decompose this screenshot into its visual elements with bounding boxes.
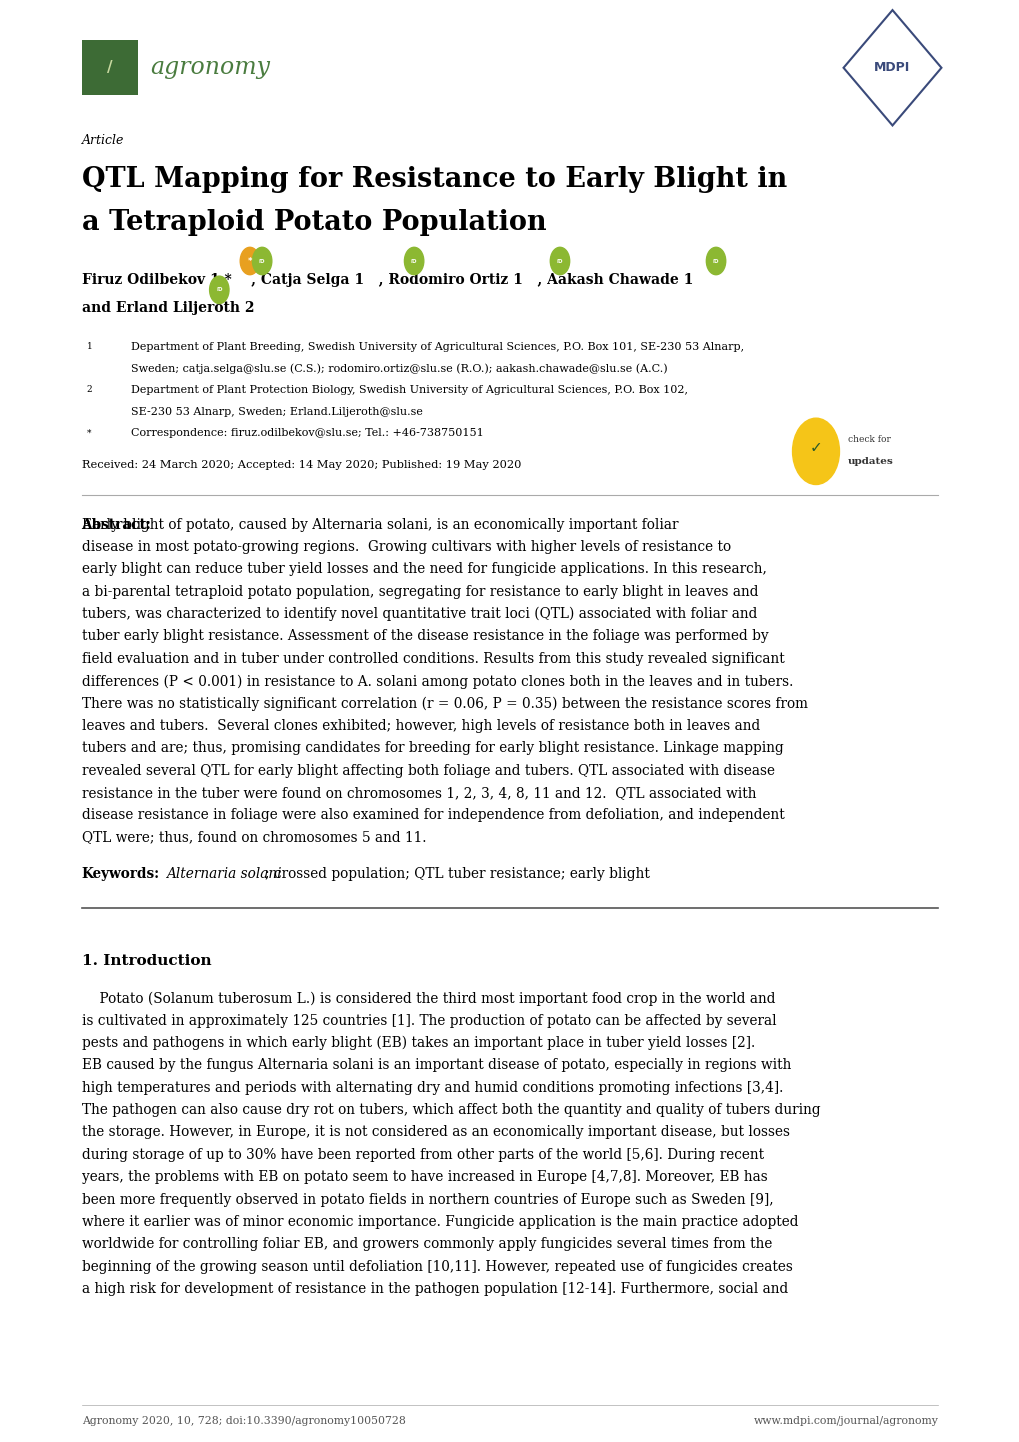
Text: a high risk for development of resistance in the pathogen population [12-14]. Fu: a high risk for development of resistanc… — [82, 1282, 787, 1296]
Circle shape — [210, 275, 229, 303]
Text: revealed several QTL for early blight affecting both foliage and tubers. QTL ass: revealed several QTL for early blight af… — [82, 764, 773, 777]
Text: ✓: ✓ — [809, 440, 821, 454]
Circle shape — [550, 247, 570, 275]
Text: tubers and are; thus, promising candidates for breeding for early blight resista: tubers and are; thus, promising candidat… — [82, 741, 783, 756]
Text: *: * — [248, 257, 252, 265]
Text: tuber early blight resistance. Assessment of the disease resistance in the folia: tuber early blight resistance. Assessmen… — [82, 630, 767, 643]
Circle shape — [705, 247, 726, 275]
Text: Abstract:: Abstract: — [82, 518, 152, 532]
Text: iD: iD — [411, 258, 417, 264]
Bar — [82, 40, 138, 95]
Text: Firuz Odilbekov 1,*    , Catja Selga 1   , Rodomiro Ortiz 1   , Aakash Chawade 1: Firuz Odilbekov 1,* , Catja Selga 1 , Ro… — [82, 273, 702, 287]
Text: and Erland Liljeroth 2: and Erland Liljeroth 2 — [82, 301, 264, 316]
Text: There was no statistically significant correlation (r = 0.06, P = 0.35) between : There was no statistically significant c… — [82, 696, 807, 711]
Text: *: * — [87, 428, 91, 437]
Text: iD: iD — [259, 258, 265, 264]
Circle shape — [253, 247, 271, 275]
Text: Department of Plant Protection Biology, Swedish University of Agricultural Scien: Department of Plant Protection Biology, … — [130, 385, 687, 395]
Text: Department of Plant Breeding, Swedish University of Agricultural Sciences, P.O. : Department of Plant Breeding, Swedish Un… — [130, 342, 743, 352]
Text: disease in most potato-growing regions.  Growing cultivars with higher levels of: disease in most potato-growing regions. … — [82, 541, 730, 554]
Text: updates: updates — [847, 457, 893, 466]
Text: Agronomy 2020, 10, 728; doi:10.3390/agronomy10050728: Agronomy 2020, 10, 728; doi:10.3390/agro… — [82, 1416, 406, 1426]
Text: differences (P < 0.001) in resistance to A. solani among potato clones both in t: differences (P < 0.001) in resistance to… — [82, 675, 792, 688]
Text: iD: iD — [556, 258, 562, 264]
Text: a Tetraploid Potato Population: a Tetraploid Potato Population — [82, 209, 546, 236]
Text: SE-230 53 Alnarp, Sweden; Erland.Liljeroth@slu.se: SE-230 53 Alnarp, Sweden; Erland.Liljero… — [130, 407, 422, 417]
Text: the storage. However, in Europe, it is not considered as an economically importa: the storage. However, in Europe, it is n… — [82, 1126, 789, 1139]
Text: disease resistance in foliage were also examined for independence from defoliati: disease resistance in foliage were also … — [82, 809, 784, 822]
Text: pests and pathogens in which early blight (EB) takes an important place in tuber: pests and pathogens in which early bligh… — [82, 1037, 754, 1050]
Text: where it earlier was of minor economic importance. Fungicide application is the : where it earlier was of minor economic i… — [82, 1216, 797, 1229]
Text: check for: check for — [847, 435, 890, 444]
Text: iD: iD — [216, 287, 222, 293]
Text: 2: 2 — [87, 385, 93, 394]
Text: QTL were; thus, found on chromosomes 5 and 11.: QTL were; thus, found on chromosomes 5 a… — [82, 831, 426, 845]
Text: 1. Introduction: 1. Introduction — [82, 955, 211, 968]
Text: Received: 24 March 2020; Accepted: 14 May 2020; Published: 19 May 2020: Received: 24 March 2020; Accepted: 14 Ma… — [82, 460, 521, 470]
Text: The pathogen can also cause dry rot on tubers, which affect both the quantity an: The pathogen can also cause dry rot on t… — [82, 1103, 819, 1118]
Text: Sweden; catja.selga@slu.se (C.S.); rodomiro.ortiz@slu.se (R.O.); aakash.chawade@: Sweden; catja.selga@slu.se (C.S.); rodom… — [130, 363, 666, 373]
Text: years, the problems with EB on potato seem to have increased in Europe [4,7,8]. : years, the problems with EB on potato se… — [82, 1171, 766, 1184]
Text: high temperatures and periods with alternating dry and humid conditions promotin: high temperatures and periods with alter… — [82, 1082, 783, 1094]
Text: resistance in the tuber were found on chromosomes 1, 2, 3, 4, 8, 11 and 12.  QTL: resistance in the tuber were found on ch… — [82, 786, 755, 800]
Text: www.mdpi.com/journal/agronomy: www.mdpi.com/journal/agronomy — [753, 1416, 937, 1426]
Text: Article: Article — [82, 134, 124, 147]
Text: worldwide for controlling foliar EB, and growers commonly apply fungicides sever: worldwide for controlling foliar EB, and… — [82, 1237, 771, 1252]
Text: during storage of up to 30% have been reported from other parts of the world [5,: during storage of up to 30% have been re… — [82, 1148, 763, 1162]
Text: MDPI: MDPI — [873, 61, 910, 75]
Text: early blight can reduce tuber yield losses and the need for fungicide applicatio: early blight can reduce tuber yield loss… — [82, 562, 765, 577]
Circle shape — [240, 247, 259, 275]
Text: a bi-parental tetraploid potato population, segregating for resistance to early : a bi-parental tetraploid potato populati… — [82, 585, 757, 598]
Text: Early blight of potato, caused by Alternaria solani, is an economically importan: Early blight of potato, caused by Altern… — [82, 518, 678, 532]
Text: /: / — [107, 61, 112, 75]
Text: been more frequently observed in potato fields in northern countries of Europe s: been more frequently observed in potato … — [82, 1193, 772, 1207]
Text: leaves and tubers.  Several clones exhibited; however, high levels of resistance: leaves and tubers. Several clones exhibi… — [82, 720, 759, 733]
Text: beginning of the growing season until defoliation [10,11]. However, repeated use: beginning of the growing season until de… — [82, 1260, 792, 1273]
Text: Potato (Solanum tuberosum L.) is considered the third most important food crop i: Potato (Solanum tuberosum L.) is conside… — [82, 992, 774, 1005]
Text: iD: iD — [712, 258, 718, 264]
Text: field evaluation and in tuber under controlled conditions. Results from this stu: field evaluation and in tuber under cont… — [82, 652, 784, 666]
Text: Keywords:: Keywords: — [82, 868, 160, 881]
Text: QTL Mapping for Resistance to Early Blight in: QTL Mapping for Resistance to Early Blig… — [82, 166, 786, 193]
Circle shape — [405, 247, 424, 275]
Text: is cultivated in approximately 125 countries [1]. The production of potato can b: is cultivated in approximately 125 count… — [82, 1014, 775, 1028]
Text: Alternaria solani: Alternaria solani — [166, 868, 281, 881]
Text: ; crossed population; QTL tuber resistance; early blight: ; crossed population; QTL tuber resistan… — [265, 868, 649, 881]
Text: 1: 1 — [87, 342, 93, 350]
Text: agronomy: agronomy — [150, 56, 270, 79]
Circle shape — [792, 418, 839, 485]
Text: Correspondence: firuz.odilbekov@slu.se; Tel.: +46-738750151: Correspondence: firuz.odilbekov@slu.se; … — [130, 428, 483, 438]
Text: EB caused by the fungus Alternaria solani is an important disease of potato, esp: EB caused by the fungus Alternaria solan… — [82, 1058, 790, 1073]
Text: tubers, was characterized to identify novel quantitative trait loci (QTL) associ: tubers, was characterized to identify no… — [82, 607, 756, 622]
